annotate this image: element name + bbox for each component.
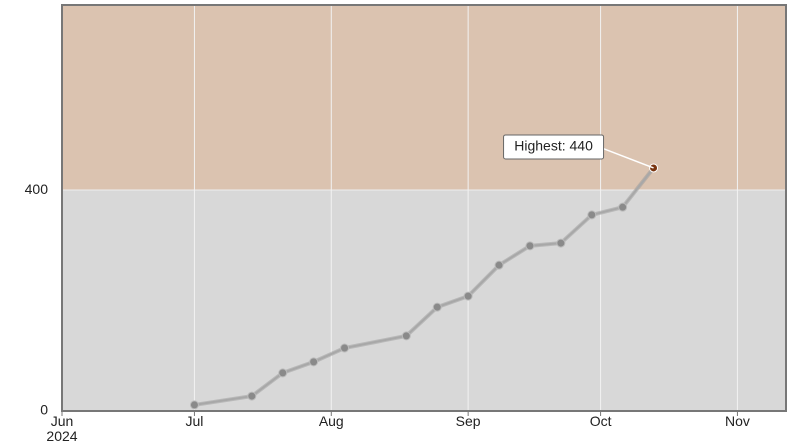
annotation-box (503, 134, 605, 160)
plot-border (61, 4, 787, 412)
marker (587, 210, 597, 220)
marker (494, 260, 504, 270)
marker (525, 241, 535, 251)
x-tick-label: Aug (318, 413, 344, 429)
marker (247, 391, 257, 401)
marker (463, 291, 473, 301)
marker (189, 400, 199, 410)
marker (278, 368, 288, 378)
marker (340, 343, 350, 353)
annotation-connector (601, 147, 654, 169)
x-tick-label: Nov (724, 413, 750, 429)
marker (618, 202, 628, 212)
x-tick-label: Sep (455, 413, 481, 429)
x-tick-label: Oct (589, 413, 612, 429)
plot-band (62, 5, 786, 191)
x-tick-label: Jul (185, 413, 204, 429)
marker (401, 331, 411, 341)
annotation-text: Highest: 440 (514, 138, 593, 154)
x-tick-label: Jun 2024 (46, 413, 78, 441)
marker (309, 357, 319, 367)
marker (432, 302, 442, 312)
marker (556, 238, 566, 248)
line (194, 167, 655, 406)
y-tick-label: 0 (40, 402, 48, 418)
y-tick-label: 400 (25, 181, 49, 197)
